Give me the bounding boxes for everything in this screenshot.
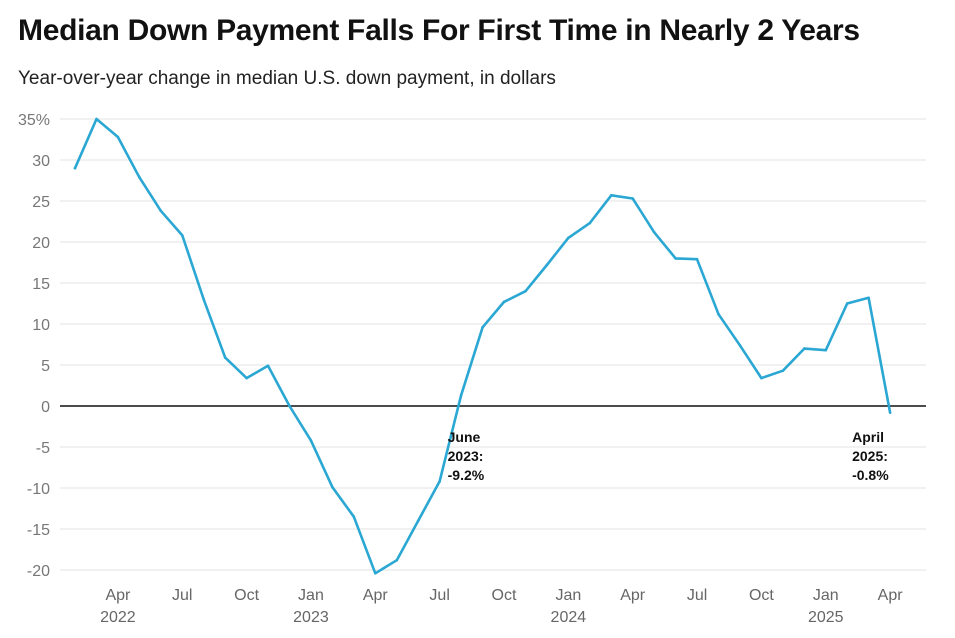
gridlines <box>60 118 926 571</box>
x-tick-label: Jul <box>429 587 449 604</box>
data-point <box>288 404 291 408</box>
data-point <box>738 344 742 347</box>
data-point <box>395 558 399 562</box>
data-point <box>416 519 420 523</box>
x-tick-label: Apr <box>363 587 389 604</box>
annotations: June 2023: -9.2% April 2025: -0.8% <box>448 429 890 483</box>
y-tick-label: -10 <box>27 481 50 498</box>
data-point <box>266 364 270 368</box>
x-tick-year-label: 2023 <box>293 609 329 626</box>
data-point <box>481 325 484 329</box>
y-tick-label: 0 <box>41 399 50 416</box>
data-point <box>888 411 892 414</box>
data-point <box>845 302 849 305</box>
data-point <box>545 263 549 267</box>
x-tick-label: Apr <box>878 587 904 604</box>
series-line <box>73 117 892 575</box>
y-tick-label: 25 <box>32 194 50 211</box>
data-point <box>95 117 98 121</box>
y-tick-label: -15 <box>27 522 50 539</box>
data-point <box>588 221 592 225</box>
data-point <box>803 347 806 350</box>
x-tick-label: Jan <box>813 587 839 604</box>
data-point <box>760 376 763 380</box>
annotation-label: June 2023: -9.2% <box>448 429 485 483</box>
data-point <box>502 300 506 304</box>
y-tick-label: -20 <box>27 563 50 580</box>
data-point <box>567 236 570 240</box>
chart-subtitle: Year-over-year change in median U.S. dow… <box>18 68 556 89</box>
y-tick-label: 30 <box>32 153 50 170</box>
data-point <box>652 230 656 234</box>
y-tick-label: 5 <box>41 358 50 375</box>
x-tick-label: Oct <box>492 587 517 604</box>
data-point <box>138 175 141 179</box>
data-point <box>631 197 634 200</box>
data-point <box>459 394 463 397</box>
y-axis-ticks: 35% 30 25 20 15 10 5 0 -5 -10 -15 -20 <box>18 112 50 580</box>
data-point <box>524 289 527 293</box>
x-tick-year-label: 2025 <box>808 609 844 626</box>
data-point <box>352 515 356 518</box>
x-tick-year-label: 2022 <box>100 609 136 626</box>
data-point <box>73 166 77 170</box>
x-axis-ticks: Apr 2022 Jul Oct Jan 2023 Apr Jul Oct Jan 2024 Apr J… <box>100 587 903 626</box>
y-tick-label: 10 <box>32 317 50 334</box>
data-point <box>202 298 205 301</box>
data-point <box>674 257 677 260</box>
data-point <box>438 480 441 483</box>
x-tick-label: Jan <box>298 587 324 604</box>
chart-title: Median Down Payment Falls For First Time… <box>18 14 860 47</box>
data-point <box>695 257 699 261</box>
data-point <box>824 348 828 352</box>
data-point <box>331 485 334 489</box>
x-tick-label: Oct <box>234 587 259 604</box>
x-tick-label: Oct <box>749 587 774 604</box>
y-tick-label: 15 <box>32 276 50 293</box>
y-tick-label: 20 <box>32 235 50 252</box>
y-tick-label: -5 <box>36 440 50 457</box>
x-tick-year-label: 2024 <box>551 609 587 626</box>
data-point <box>159 209 163 213</box>
data-point <box>223 356 227 359</box>
x-tick-label: Jan <box>555 587 581 604</box>
x-tick-label: Apr <box>105 587 131 604</box>
data-point <box>781 369 785 373</box>
data-point <box>717 312 720 316</box>
series-group <box>73 117 892 575</box>
y-tick-label: 35% <box>18 112 50 129</box>
data-point <box>116 135 120 139</box>
data-point <box>180 234 184 237</box>
data-point <box>374 571 377 575</box>
data-point <box>309 439 313 442</box>
data-point <box>867 296 870 300</box>
x-tick-label: Apr <box>620 587 646 604</box>
x-tick-label: Jul <box>172 587 192 604</box>
x-tick-label: Jul <box>687 587 707 604</box>
data-point <box>609 193 613 197</box>
data-point <box>245 376 248 380</box>
annotation-label: April 2025: -0.8% <box>852 429 889 483</box>
